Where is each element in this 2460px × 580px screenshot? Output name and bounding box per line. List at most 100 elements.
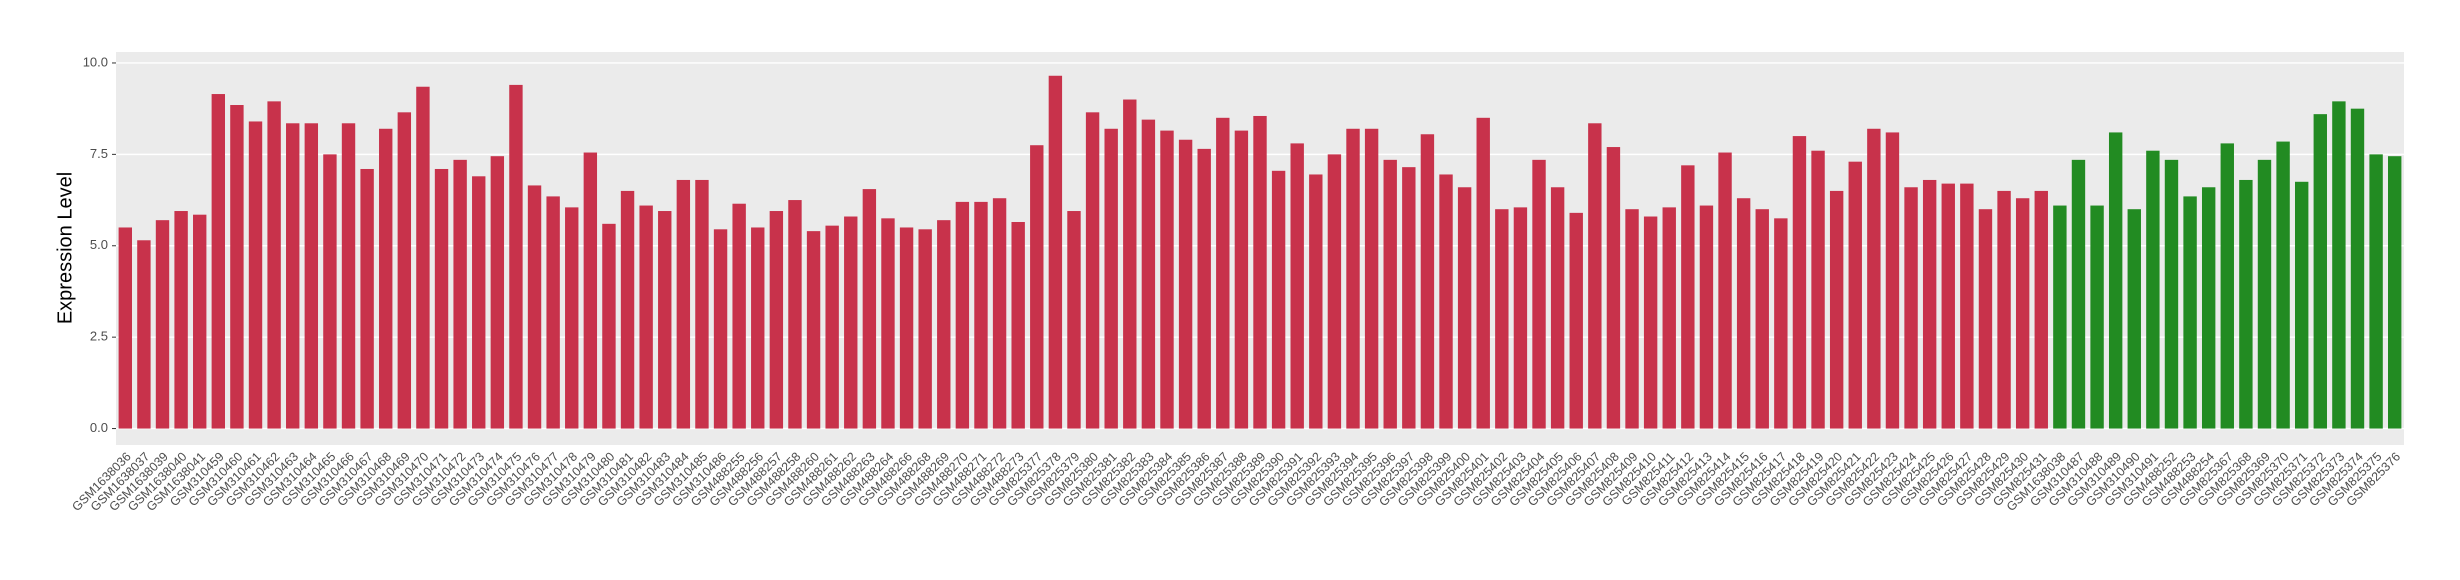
bar: [565, 207, 579, 429]
bar: [379, 128, 393, 429]
bar: [1439, 174, 1453, 429]
bar: [1420, 134, 1435, 429]
bar: [2388, 156, 2402, 429]
bar: [1681, 165, 1695, 429]
bar: [620, 190, 635, 429]
bar: [2313, 114, 2327, 429]
bar: [2294, 181, 2309, 429]
bar: [2034, 190, 2048, 429]
bar: [918, 229, 932, 429]
bar: [472, 176, 486, 429]
bar: [1532, 159, 1546, 429]
bar: [2332, 101, 2346, 429]
bar: [174, 211, 188, 429]
bar: [769, 211, 784, 429]
bar: [1736, 198, 1751, 429]
bar: [490, 156, 505, 429]
bar: [583, 152, 598, 429]
bar: [1309, 174, 1323, 429]
bar: [2015, 198, 2030, 429]
bar: [1216, 117, 1230, 429]
bar: [1588, 123, 1602, 429]
bar: [1141, 119, 1156, 429]
bar: [881, 218, 895, 429]
bar: [2220, 143, 2234, 429]
bar: [1457, 187, 1472, 429]
bar: [1811, 150, 1825, 429]
bar: [304, 123, 319, 429]
bar: [546, 196, 560, 429]
bar: [1606, 147, 1621, 429]
bar: [1960, 183, 1974, 429]
bar: [713, 229, 728, 429]
bar: [1104, 128, 1118, 429]
bar: [360, 168, 374, 429]
bar: [1867, 128, 1881, 429]
bar: [211, 94, 226, 429]
bar: [267, 101, 281, 429]
bar: [341, 123, 356, 429]
bar: [2369, 154, 2383, 429]
bar: [397, 112, 412, 429]
bar: [937, 220, 951, 429]
bar: [2108, 132, 2123, 429]
bar: [899, 227, 914, 429]
bar: [695, 179, 709, 429]
bar: [1197, 148, 1211, 429]
y-tick-label: 7.5: [90, 146, 108, 161]
bar: [1755, 209, 1769, 429]
y-tick-label: 2.5: [90, 329, 108, 344]
bar: [2053, 205, 2067, 429]
bar: [155, 220, 170, 429]
bar: [806, 231, 821, 429]
bar: [1290, 143, 1304, 429]
bar: [1662, 207, 1676, 429]
bar: [992, 198, 1007, 429]
bar: [1364, 128, 1379, 429]
bar: [1234, 130, 1249, 429]
bar: [1123, 99, 1137, 429]
bar: [453, 159, 467, 429]
bar: [1792, 136, 1807, 429]
bar: [825, 225, 839, 429]
bar: [1922, 179, 1937, 429]
bar: [1978, 209, 1993, 429]
bar: [2276, 141, 2290, 429]
bar: [1178, 139, 1193, 429]
bar: [1643, 216, 1658, 429]
bar: [751, 227, 765, 429]
bar: [2071, 159, 2086, 429]
bar: [1997, 190, 2011, 429]
bar: [639, 205, 653, 429]
bar: [2350, 108, 2365, 429]
bar: [2201, 187, 2216, 429]
y-tick-label: 10.0: [83, 54, 108, 69]
bar: [732, 203, 746, 429]
bar: [1941, 183, 1955, 429]
bar: [1402, 167, 1416, 429]
bar: [1346, 128, 1360, 429]
bar: [602, 223, 616, 429]
bar: [2239, 179, 2253, 429]
bar: [137, 240, 151, 429]
bar: [1476, 117, 1490, 429]
bar: [527, 185, 542, 429]
bar: [1271, 170, 1286, 429]
bar: [416, 86, 430, 429]
bar: [1327, 154, 1342, 429]
bar: [2127, 209, 2141, 429]
bar: [1718, 152, 1732, 429]
bar: [844, 216, 858, 429]
bar: [658, 211, 672, 429]
y-tick-label: 5.0: [90, 237, 108, 252]
bar: [1550, 187, 1565, 429]
bar: [193, 214, 207, 429]
bar: [1067, 211, 1081, 429]
bar: [248, 121, 263, 429]
bar: [1848, 161, 1862, 429]
y-axis-label: Expression Level: [54, 172, 76, 324]
bar: [118, 227, 132, 429]
bar: [2146, 150, 2160, 429]
bar: [1829, 190, 1844, 429]
